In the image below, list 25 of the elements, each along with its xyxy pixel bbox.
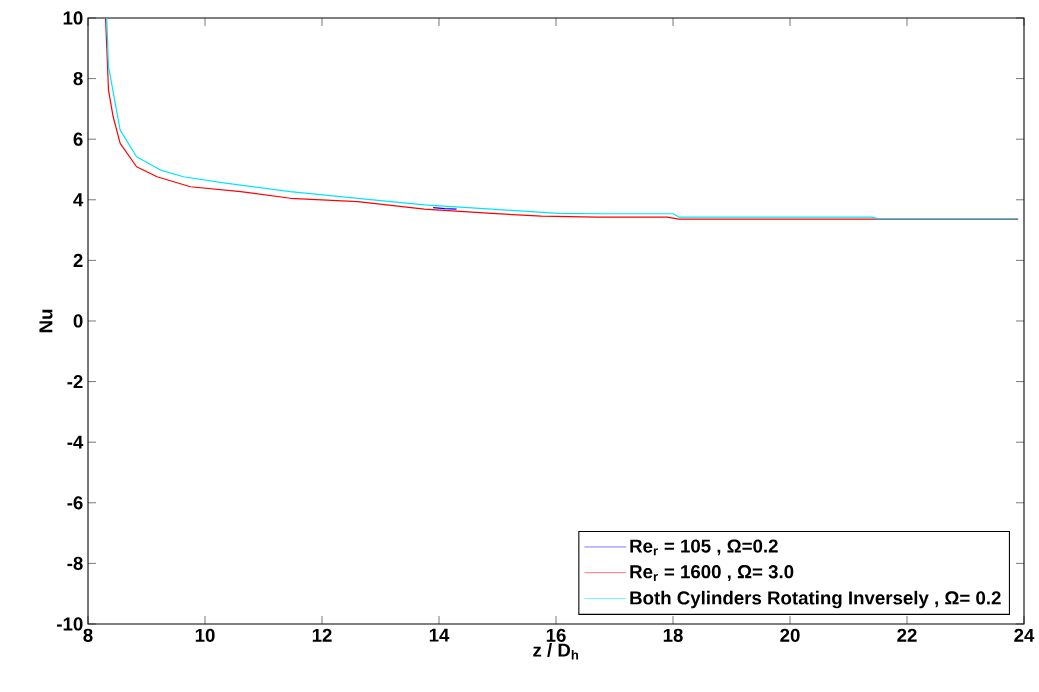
x-tick-label: 18 — [663, 628, 683, 642]
x-axis-title: z / D$_{h}$ — [533, 643, 579, 660]
legend-label: Re$_{r}$ = 105 , Ω=0.2 — [630, 539, 778, 556]
y-tick-label: 8 — [73, 71, 83, 86]
x-tick-label: 14 — [429, 628, 450, 642]
y-tick-label: 4 — [73, 193, 84, 207]
x-tick-label: 10 — [195, 628, 215, 642]
legend-label: Both Cylinders Rotating Inversely , Ω= 0.2 — [630, 590, 1001, 609]
y-axis-title: Nu — [39, 309, 53, 333]
x-tick-label: 12 — [312, 628, 332, 642]
x-tick-label: 8 — [83, 628, 93, 642]
y-tick-label: 0 — [73, 314, 83, 328]
y-tick-label: -6 — [67, 496, 83, 510]
x-tick-label: 20 — [780, 628, 800, 642]
x-tick-label: 24 — [1014, 628, 1035, 642]
y-tick-label: 10 — [63, 11, 83, 25]
y-tick-label: -2 — [67, 375, 83, 389]
y-tick-label: 6 — [73, 132, 83, 146]
legend-label: Re$_{r}$ = 1600 , Ω= 3.0 — [630, 565, 794, 582]
x-tick-label: 22 — [897, 628, 917, 642]
x-tick-label: 16 — [546, 628, 566, 642]
y-tick-label: -10 — [57, 617, 83, 631]
y-tick-label: -4 — [67, 435, 84, 449]
y-tick-label: 2 — [73, 253, 83, 267]
y-tick-label: -8 — [67, 556, 83, 570]
